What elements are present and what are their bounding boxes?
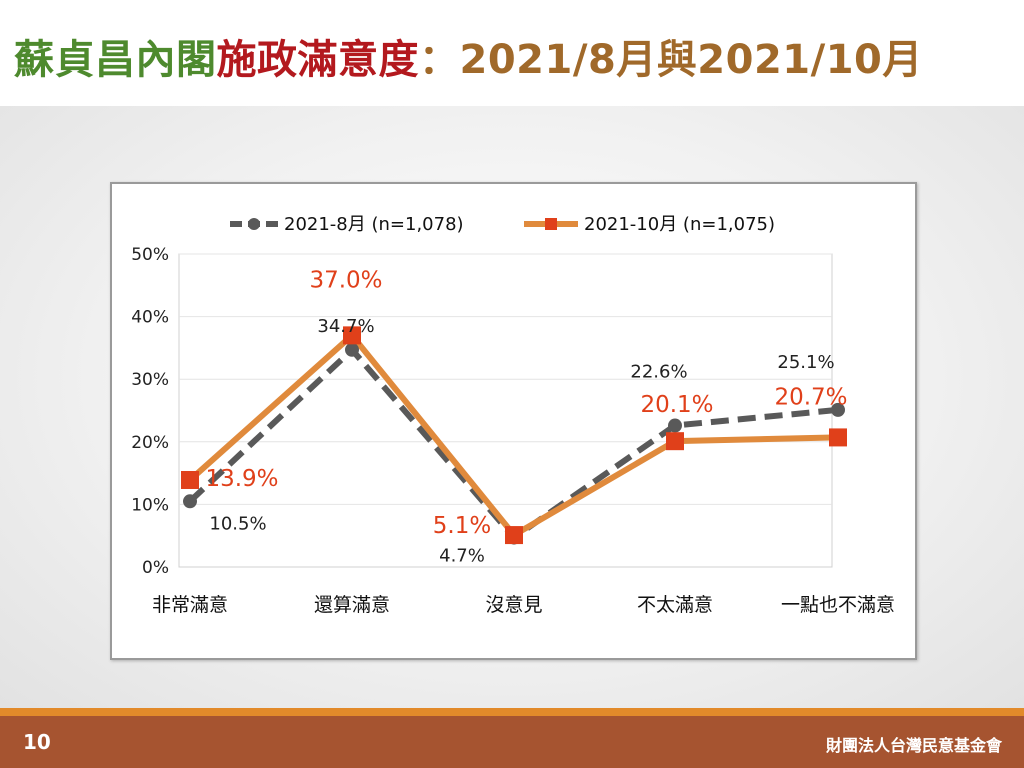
point-oct [666, 432, 684, 451]
x-category-label: 一點也不滿意 [781, 594, 895, 616]
title-colon: ： [419, 37, 460, 83]
data-label-aug: 4.7% [439, 546, 485, 567]
data-label-aug: 22.6% [630, 362, 687, 383]
point-aug [831, 402, 845, 417]
data-label-oct: 37.0% [309, 267, 382, 293]
y-tick-label: 0% [142, 558, 169, 578]
point-oct [181, 470, 199, 489]
legend-label-oct: 2021-10月 (n=1,075) [584, 214, 775, 235]
data-label-aug: 25.1% [777, 352, 834, 373]
y-tick-label: 50% [131, 245, 169, 265]
x-category-label: 不太滿意 [637, 594, 713, 616]
x-category-label: 還算滿意 [314, 594, 390, 616]
page-title: 蘇貞昌內閣施政滿意度：2021/8月 與 2021/10月 [14, 30, 923, 90]
chart-frame: 0% 10% 20% 30% 40% 50% 非常滿意 還算滿意 沒意見 不太滿意 一點也不滿意 10… [110, 182, 917, 660]
data-label-oct: 5.1% [433, 513, 491, 539]
y-tick-label: 20% [131, 433, 169, 453]
data-label-aug: 34.7% [317, 316, 374, 337]
footer-stripe [0, 708, 1024, 716]
title-and: 與 [656, 37, 698, 83]
x-category-label: 非常滿意 [152, 594, 228, 616]
y-tick-label: 10% [131, 495, 169, 515]
y-tick-label: 30% [131, 370, 169, 390]
legend-marker-oct [545, 218, 557, 230]
point-aug [668, 418, 682, 433]
footer-bar: 10 財團法人台灣民意基金會 [0, 716, 1024, 768]
title-satisfaction: 施政滿意度 [216, 37, 419, 83]
title-cabinet: 蘇貞昌內閣 [14, 37, 217, 83]
data-label-aug: 10.5% [209, 513, 266, 534]
title-august: 2021/8月 [459, 37, 657, 83]
point-oct [829, 428, 847, 447]
data-label-oct: 20.7% [774, 384, 847, 410]
point-oct [505, 526, 523, 545]
point-aug [345, 342, 359, 357]
x-category-label: 沒意見 [485, 594, 542, 616]
legend-label-aug: 2021-8月 (n=1,078) [284, 214, 464, 235]
y-tick-label: 40% [131, 308, 169, 328]
series-line-oct [188, 332, 839, 539]
organization-name: 財團法人台灣民意基金會 [825, 736, 1002, 755]
point-aug [183, 494, 197, 509]
data-label-oct: 13.9% [205, 466, 278, 492]
legend-marker-aug [248, 218, 260, 230]
data-label-oct: 20.1% [640, 392, 713, 418]
point-oct [343, 326, 361, 345]
line-chart: 0% 10% 20% 30% 40% 50% 非常滿意 還算滿意 沒意見 不太滿意 一點也不滿意 10… [131, 214, 895, 616]
page-number: 10 [23, 730, 51, 754]
series-line-aug [187, 346, 839, 541]
title-october: 2021/10月 [697, 37, 923, 83]
